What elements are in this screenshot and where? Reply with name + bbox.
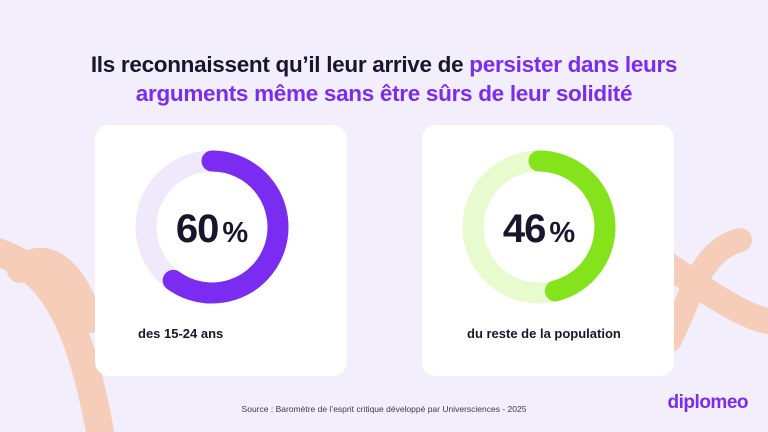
right-arc-decoration (647, 247, 768, 335)
percentage-number: 46 (502, 207, 546, 251)
stat-card-15-24: 60% des 15-24 ans (95, 125, 347, 376)
title-part1: Ils reconnaissent qu’il leur arrive de (90, 52, 470, 77)
donut-chart (462, 150, 616, 304)
source-note: Source : Baromètre de l’esprit critique … (241, 404, 527, 414)
donut-arc (162, 150, 289, 304)
diplomeo-logo[interactable]: diplomeo (667, 392, 749, 413)
donut-chart (135, 150, 289, 304)
percentage-value: 60% (132, 207, 292, 252)
page-title: Ils reconnaissent qu’il leur arrive de p… (0, 50, 768, 108)
percentage-symbol: % (222, 217, 249, 249)
bottom-loop-decoration (7, 247, 103, 333)
stat-caption: du reste de la population (467, 326, 621, 341)
stat-caption: des 15-24 ans (138, 326, 224, 341)
percentage-symbol: % (549, 217, 576, 249)
title-highlight1: persister dans leurs (469, 52, 678, 77)
percentage-number: 60 (175, 207, 219, 251)
title-highlight2: arguments même sans être sûrs de leur so… (135, 81, 633, 106)
stat-card-rest-population: 46% du reste de la population (422, 125, 674, 376)
right-wave-decoration (658, 228, 752, 352)
donut-arc (528, 150, 616, 302)
left-arc-decoration (0, 238, 114, 432)
percentage-value: 46% (459, 207, 619, 252)
